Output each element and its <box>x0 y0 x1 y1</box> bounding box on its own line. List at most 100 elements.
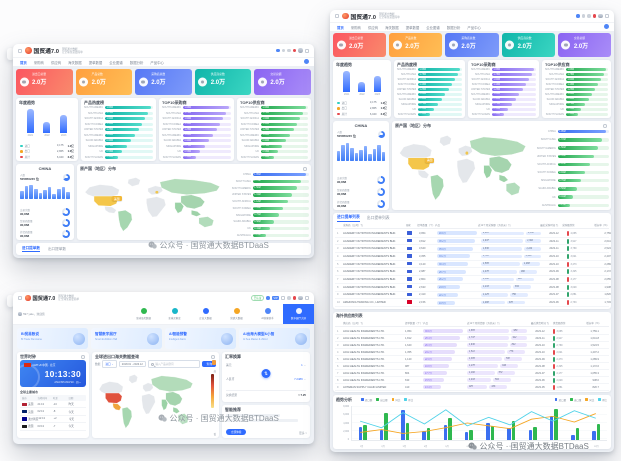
nav-item[interactable]: 提单数据 <box>88 60 103 65</box>
column-header[interactable]: 采购额趋势 <box>562 224 575 227</box>
legend-item[interactable]: 进口额 <box>361 398 372 402</box>
table-row[interactable]: 1 ACADEMY NUTRITION INGREDIENTS BHD. 3,9… <box>335 230 611 238</box>
column-header[interactable]: 供应商（公司）⇅ <box>343 322 364 325</box>
fullscreen-icon[interactable] <box>305 296 309 300</box>
nav-item[interactable]: 采购商 <box>33 60 44 65</box>
nav-item[interactable]: 数据分析 <box>129 60 144 65</box>
module-tab[interactable]: 全球买家库 <box>159 304 190 324</box>
nav-item[interactable]: 供应商 <box>367 25 379 30</box>
table-row[interactable]: 3 ACADEMY NUTRITION INGREDIENTS BHD. 3,6… <box>335 245 611 254</box>
query-button[interactable]: 查询 <box>202 360 216 368</box>
tab-export-bills[interactable]: 出口提单数 <box>47 246 66 251</box>
notification-icon[interactable] <box>576 14 580 18</box>
column-header[interactable]: 国家 <box>405 224 411 227</box>
feature-card[interactable]: AI出海大模型&小智 AI Sea Master & xMind <box>239 328 310 349</box>
window-icon[interactable] <box>18 48 22 53</box>
nav-item[interactable]: 供应商 <box>50 60 62 65</box>
feature-card[interactable]: 智慧数字展厅 Smart Exhibition Hall <box>91 328 162 349</box>
gear-icon[interactable] <box>81 355 85 359</box>
table-row[interactable]: 4 ACADEMY NUTRITION INGREDIENTS BHD. 3,3… <box>335 253 611 261</box>
theme-icon[interactable] <box>287 296 291 300</box>
legend-item[interactable]: 进口量 <box>554 398 566 402</box>
settings-icon[interactable] <box>281 48 286 53</box>
column-header[interactable]: 产品 <box>423 322 429 325</box>
swap-icon[interactable]: ⇅ <box>261 369 271 378</box>
table-row[interactable]: 9 ACADEMY NUTRITION INGREDIENTS BHD. 2,4… <box>335 292 611 300</box>
stat-card[interactable]: 供应商总数 2.0万 <box>501 33 555 57</box>
notification-icon[interactable] <box>276 48 280 53</box>
tab-import-bills[interactable]: 进口提单数 <box>22 246 40 253</box>
feature-card[interactable]: BI贸易数说 BI Trade Panorama <box>17 328 88 349</box>
table-row[interactable]: 7 ACGI HEALTH INGREDIENTS LTD. 804 17.7万… <box>335 370 609 377</box>
module-tab[interactable]: AI获客助手 <box>252 304 283 324</box>
record-icon[interactable] <box>292 296 297 300</box>
stat-card[interactable]: 产品总数 2.0万 <box>389 33 443 57</box>
record-icon[interactable] <box>592 14 597 18</box>
nav-item[interactable]: 产品中心 <box>150 60 164 65</box>
column-header[interactable]: 增长率（%） <box>586 322 601 325</box>
column-header[interactable]: 产品 <box>434 224 440 227</box>
column-header[interactable]: 增长率（%） <box>594 224 609 227</box>
gear-icon[interactable] <box>603 124 607 128</box>
table-row[interactable]: 8 ACGI HEALTH INGREDIENTS LTD. 633 15.5万… <box>335 377 609 384</box>
stat-card[interactable]: 交易总额 2.0万 <box>557 33 612 57</box>
layout-icon[interactable] <box>605 14 609 18</box>
message-icon[interactable] <box>587 14 591 18</box>
layout-icon[interactable] <box>305 48 309 53</box>
nav-item[interactable]: 首页 <box>337 25 344 30</box>
avatar[interactable] <box>298 295 303 301</box>
fx-from-select[interactable]: 1⌄ <box>301 363 306 367</box>
nav-item[interactable]: 数据分析 <box>446 25 461 30</box>
legend-item[interactable]: 同比 <box>585 398 594 402</box>
expand-icon[interactable] <box>211 355 215 359</box>
stat-card[interactable]: 进出口总量 2.0万 <box>16 69 73 95</box>
module-tab[interactable]: 全球海关数据 <box>128 304 159 324</box>
column-header[interactable]: 近12个月供货额（万美元）⇅ <box>467 322 500 325</box>
vip-badge[interactable]: VIP <box>272 296 280 300</box>
stat-card[interactable]: 供应商总数 2.0万 <box>194 69 252 95</box>
apps-icon[interactable] <box>281 296 286 300</box>
stat-card[interactable]: 采购商总数 2.0万 <box>445 33 499 57</box>
tab-import-bill-list[interactable]: 进口提单列表 <box>337 215 360 222</box>
settings-icon[interactable] <box>581 14 586 18</box>
world-map[interactable]: 美国 <box>79 173 229 237</box>
table-row[interactable]: 5 ACGI HEALTH INGREDIENTS LTD. 1,120 22.… <box>335 356 609 363</box>
nav-item[interactable]: 采购商 <box>350 25 361 30</box>
tab-export-bill-list[interactable]: 出口提单列表 <box>366 215 390 220</box>
column-header[interactable]: 采购商（公司）⇅ <box>343 224 364 227</box>
help-icon[interactable] <box>604 24 609 29</box>
column-header[interactable]: 最近采购时间 ⇅ <box>540 224 559 227</box>
clock-row[interactable]: 英国 02:13 -8 今天 <box>20 408 86 416</box>
stat-card[interactable]: 采购商总数 2.0万 <box>135 69 192 95</box>
table-row[interactable]: 7 ACADEMY NUTRITION INGREDIENTS BHD. 2,8… <box>335 276 611 284</box>
nav-item[interactable]: 企业图谱 <box>426 25 440 30</box>
gear-icon[interactable] <box>303 167 307 171</box>
avatar[interactable] <box>598 13 603 19</box>
clock-row[interactable]: 澳大利亚 12:13 +2 今天 <box>20 416 86 424</box>
column-header[interactable]: 提单数量（个）⇅ <box>417 224 435 227</box>
module-tab[interactable]: 数字展厅大屏 <box>283 304 314 324</box>
legend-item[interactable]: 出口量 <box>570 398 581 402</box>
stat-card[interactable]: 进出口总量 2.0万 <box>333 33 387 57</box>
world-map[interactable]: 美国 <box>394 130 534 207</box>
window-icon[interactable] <box>335 14 339 18</box>
try-now-button[interactable]: 立即体验 <box>226 429 247 435</box>
nav-item[interactable]: 海关数据 <box>385 25 399 30</box>
clock-row[interactable]: 德国 03:13 -7 今天 <box>20 423 86 431</box>
column-header[interactable]: 提单数量（个）⇅ <box>405 322 423 325</box>
message-icon[interactable] <box>287 48 291 53</box>
nav-item[interactable]: 提单数据 <box>405 25 420 30</box>
search-input[interactable]: 输入产品关键词 <box>147 360 201 368</box>
date-range-select[interactable]: 2018.01 - 2023.12 <box>118 360 146 368</box>
nav-item[interactable]: 企业图谱 <box>109 60 123 65</box>
table-row[interactable]: 10 AMAZONIA TRADING CO., LIMITED 2,156 1… <box>335 299 611 307</box>
legend-item[interactable]: 环比 <box>404 398 413 402</box>
query-world-map[interactable] <box>95 370 199 434</box>
avatar[interactable] <box>298 48 303 53</box>
table-row[interactable]: 4 ACGI HEALTH INGREDIENTS LTD. 1,355 24.… <box>335 349 609 356</box>
module-tab[interactable]: 企业大数据 <box>190 304 221 324</box>
table-row[interactable]: 9 AOTEMAN SUPPLY CHAIN LIMITED 410 13.4万… <box>335 384 609 391</box>
table-row[interactable]: 6 ACGI HEALTH INGREDIENTS LTD. 987 19.8万… <box>335 363 609 370</box>
legend-item[interactable]: 环比 <box>598 398 607 402</box>
legend-item[interactable]: 同比 <box>391 398 400 402</box>
